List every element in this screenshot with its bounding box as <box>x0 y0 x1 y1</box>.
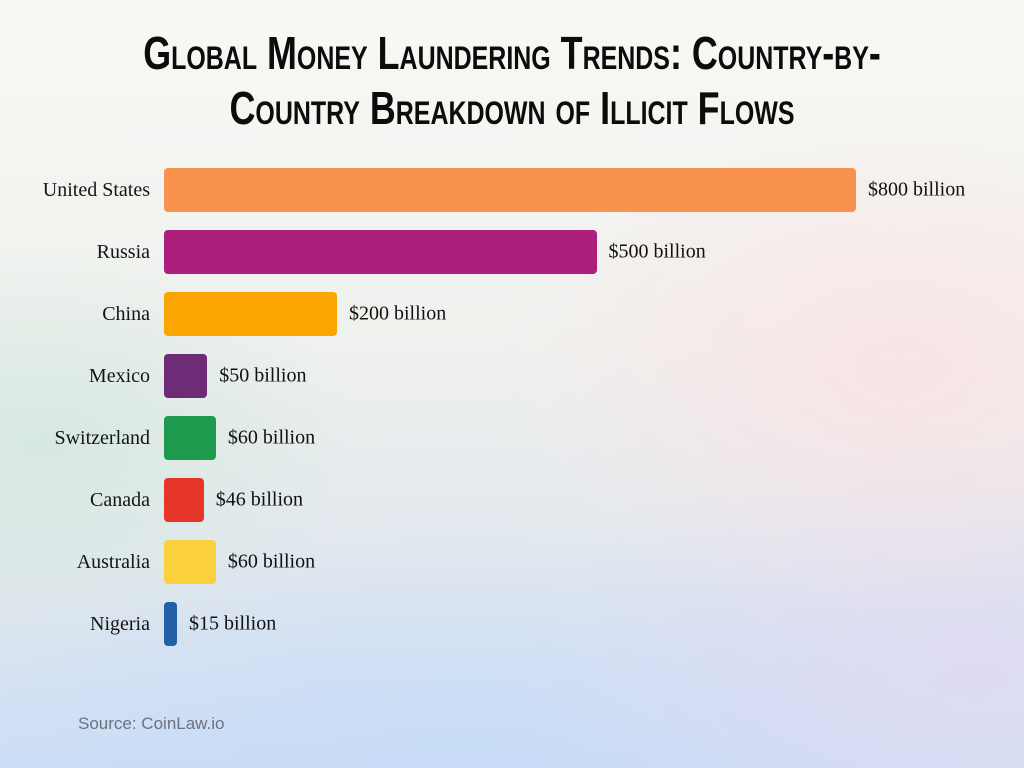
value-label: $46 billion <box>215 488 304 511</box>
bar-row: United States $800 billion <box>0 159 1024 221</box>
bar-row: China $200 billion <box>0 283 1024 345</box>
bar-row: Russia $500 billion <box>0 221 1024 283</box>
bar <box>164 230 597 274</box>
bar-track: $500 billion <box>164 230 856 274</box>
bar-track: $800 billion <box>164 168 965 212</box>
bar-track: $60 billion <box>164 540 856 584</box>
category-label: China <box>102 302 150 325</box>
bar-rows: United States $800 billion Russia $500 bill… <box>0 159 1024 655</box>
bar-track: $60 billion <box>164 416 856 460</box>
bar <box>164 540 216 584</box>
chart-title-line2: Country Breakdown of Illicit Flows <box>229 82 795 135</box>
bar <box>164 478 204 522</box>
bar-row: Mexico $50 billion <box>0 345 1024 407</box>
bar <box>164 602 177 646</box>
value-label: $200 billion <box>349 302 447 325</box>
source-credit: Source: CoinLaw.io <box>78 714 225 733</box>
value-label: $60 billion <box>227 426 316 449</box>
bar <box>164 168 856 212</box>
category-label: United States <box>42 178 150 201</box>
bar-row: Canada $46 billion <box>0 469 1024 531</box>
value-label: $60 billion <box>227 550 316 573</box>
bar <box>164 416 216 460</box>
value-label: $800 billion <box>868 178 966 201</box>
bar-track: $200 billion <box>164 292 856 336</box>
bar-track: $50 billion <box>164 354 856 398</box>
bar <box>164 292 337 336</box>
category-label: Mexico <box>88 364 150 387</box>
category-label: Nigeria <box>90 612 150 635</box>
bar-track: $15 billion <box>164 602 856 646</box>
value-label: $500 billion <box>608 240 706 263</box>
bar-chart: United States $800 billion Russia $500 bill… <box>0 159 1024 655</box>
category-label: Australia <box>76 550 150 573</box>
category-label: Russia <box>96 240 150 263</box>
bar-row: Switzerland $60 billion <box>0 407 1024 469</box>
category-label: Canada <box>90 488 150 511</box>
bar <box>164 354 208 398</box>
chart-title: Global Money Laundering Trends: Country-… <box>113 26 912 136</box>
bar-row: Nigeria $15 billion <box>0 593 1024 655</box>
chart-title-line1: Global Money Laundering Trends: Country-… <box>143 27 881 79</box>
value-label: $50 billion <box>219 364 307 387</box>
category-label: Switzerland <box>54 426 150 449</box>
bar-row: Australia $60 billion <box>0 531 1024 593</box>
value-label: $15 billion <box>188 612 277 635</box>
bar-track: $46 billion <box>164 478 856 522</box>
